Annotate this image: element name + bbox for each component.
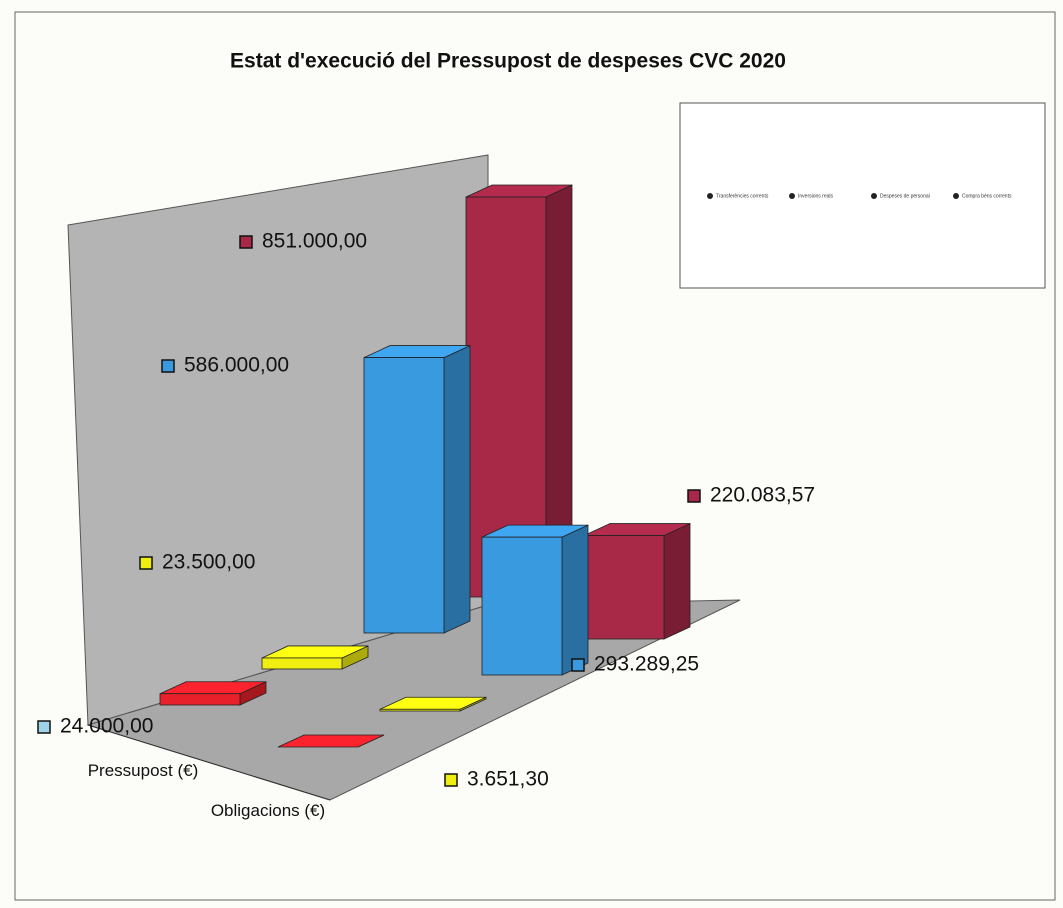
label-marker bbox=[571, 658, 585, 672]
data-label: 293.289,25 bbox=[594, 653, 699, 676]
legend-label: Compra béns corrents bbox=[962, 193, 1012, 199]
data-label: 220.083,57 bbox=[710, 484, 815, 507]
chart-title: Estat d'execució del Pressupost de despe… bbox=[230, 50, 786, 73]
data-label: 586.000,00 bbox=[184, 354, 289, 377]
bar-side bbox=[663, 522, 691, 640]
bar bbox=[261, 645, 369, 670]
legend-marker bbox=[789, 193, 795, 199]
chart-frame bbox=[14, 11, 1056, 901]
bars bbox=[159, 184, 691, 748]
bar bbox=[379, 696, 487, 712]
legend-marker bbox=[707, 193, 713, 199]
legend-label: Inversions reals bbox=[798, 193, 834, 199]
legend-label: Despeses de personal bbox=[880, 193, 930, 199]
category-label: Obligacions (€) bbox=[210, 801, 326, 820]
data-label: 851.000,00 bbox=[262, 230, 367, 253]
bar-front bbox=[583, 535, 665, 640]
bar bbox=[583, 522, 691, 640]
bar-front bbox=[481, 536, 563, 676]
label-marker bbox=[37, 720, 51, 734]
category-axis bbox=[87, 724, 331, 801]
bar-front bbox=[379, 708, 461, 712]
bar-side bbox=[561, 524, 589, 676]
labels: 24.000,00 23.500,00 3.651,30 586.000,00 293.… bbox=[37, 230, 815, 791]
label-marker bbox=[239, 235, 253, 249]
bar-front bbox=[159, 693, 241, 706]
legend-marker bbox=[871, 193, 877, 199]
data-label: 3.651,30 bbox=[467, 768, 549, 791]
legend-box bbox=[679, 102, 1046, 289]
bar-side bbox=[443, 344, 471, 634]
label-marker bbox=[139, 556, 153, 570]
label-marker bbox=[161, 359, 175, 373]
bar-front bbox=[261, 657, 343, 670]
bar bbox=[277, 734, 385, 748]
label-marker bbox=[687, 489, 701, 503]
label-marker bbox=[444, 773, 458, 787]
category-label: Pressupost (€) bbox=[87, 761, 199, 780]
bar bbox=[363, 344, 471, 634]
legend-marker bbox=[953, 193, 959, 199]
data-label: 24.000,00 bbox=[60, 715, 153, 738]
bar bbox=[159, 681, 267, 706]
bar bbox=[481, 524, 589, 676]
data-label: 23.500,00 bbox=[162, 551, 255, 574]
bar-front bbox=[363, 357, 445, 634]
bar-top bbox=[277, 734, 385, 748]
legend-label: Transferències corrents bbox=[716, 193, 769, 199]
